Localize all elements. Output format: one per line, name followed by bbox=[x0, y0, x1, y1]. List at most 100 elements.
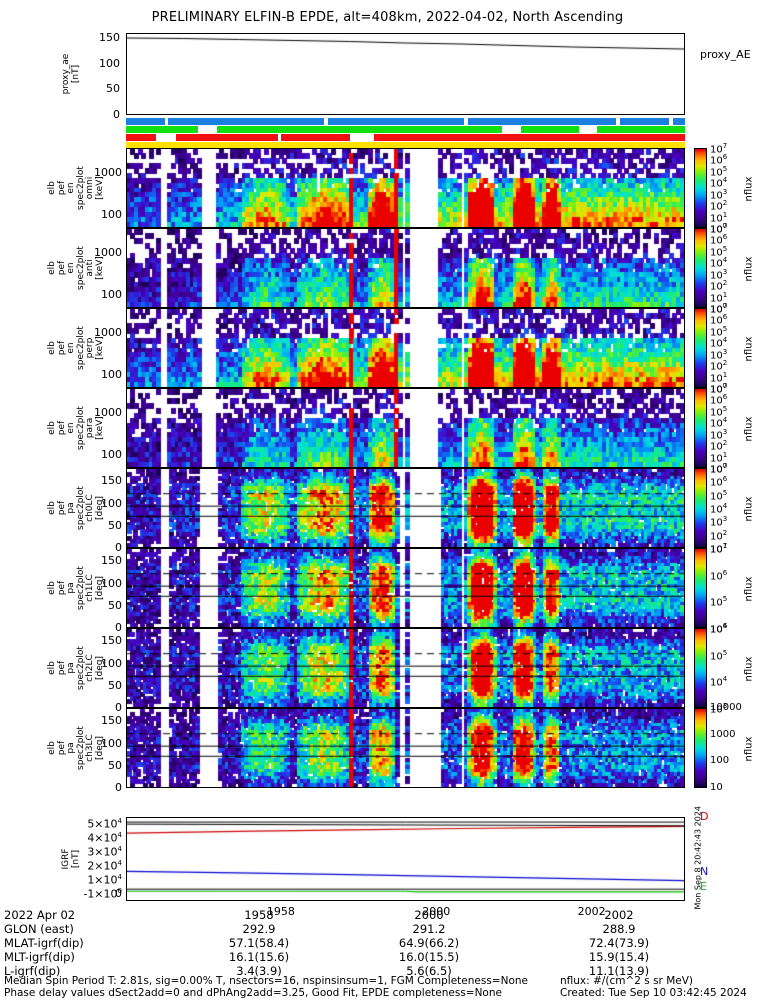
ytick-pa_ch3lc: 0 bbox=[115, 781, 122, 794]
bar-blue bbox=[328, 118, 464, 125]
bottom-info-table: 2022 Apr 02 1958 2000 2002 GLON (east) 292.9 2… bbox=[4, 908, 774, 978]
ytick-en_para: 100 bbox=[101, 448, 122, 462]
colorbar-title-en_para: nflux bbox=[743, 416, 755, 442]
spectrogram-canvas-pa_ch1lc bbox=[127, 549, 684, 627]
panel-pa_ch0lc bbox=[126, 468, 685, 548]
colorbar-ticklabel: 101 bbox=[710, 450, 728, 464]
ytick-en_omni: 100 bbox=[101, 208, 122, 222]
ytick-pa_ch1lc: 100 bbox=[101, 576, 122, 590]
info-row-value: 292.9 bbox=[242, 922, 276, 936]
colorbar-pa_ch3lc bbox=[694, 708, 707, 788]
info-row-value: 5.6(6.5) bbox=[406, 964, 452, 978]
colorbar-title-pa_ch1lc: nflux bbox=[743, 576, 755, 602]
spectrogram-canvas-pa_ch0lc bbox=[127, 469, 684, 547]
info-row-value: 72.4(73.9) bbox=[588, 936, 650, 950]
colorbar-ticklabel: 10 bbox=[710, 782, 723, 793]
colorbar-ticklabel: 100 bbox=[710, 462, 728, 476]
colorbar-ticklabel: 100 bbox=[710, 755, 730, 767]
colorbar-ticklabel: 107 bbox=[710, 222, 728, 236]
footer-right-2: Created: Tue Sep 10 03:42:45 2024 bbox=[560, 987, 747, 999]
colorbar-title-pa_ch0lc: nflux bbox=[743, 496, 755, 522]
info-row: MLT-igrf(dip) 16.1(15.6) 16.0(15.5) 15.9(15… bbox=[4, 950, 774, 964]
ytick-pa_ch0lc: 50 bbox=[108, 518, 122, 532]
colorbar-title-en_anti: nflux bbox=[743, 256, 755, 282]
colorbar-ticklabel: 104 bbox=[710, 416, 728, 430]
info-row-value: 2002 bbox=[604, 908, 634, 922]
spectrogram-canvas-pa_ch2lc bbox=[127, 629, 684, 707]
spectrogram-canvas-pa_ch3lc bbox=[127, 709, 684, 787]
info-row: L-igrf(dip) 3.4(3.9) 5.6(6.5) 11.1(13.9) bbox=[4, 964, 774, 978]
colorbar-gradient bbox=[695, 629, 706, 707]
footer-line-2: Phase delay values dSect2add=0 and dPhAn… bbox=[4, 987, 502, 999]
footer-right-1: nflux: #/(cm^2 s sr MeV) bbox=[560, 975, 693, 987]
proxy-ae-right-label: proxy_AE bbox=[700, 48, 751, 61]
info-row-value: 1958 bbox=[244, 908, 274, 922]
ytick-pa_ch2lc: 100 bbox=[101, 656, 122, 670]
info-row-value: 2000 bbox=[414, 908, 444, 922]
ytick-pa_ch0lc: 0 bbox=[115, 541, 122, 554]
colorbar-pa_ch0lc bbox=[694, 468, 707, 548]
bar-red bbox=[374, 134, 685, 141]
bar-blue bbox=[468, 118, 616, 125]
bar-green bbox=[216, 126, 502, 133]
colorbar-ticklabel: 106 bbox=[710, 393, 728, 407]
colorbar-ticklabel: 107 bbox=[710, 302, 728, 316]
colorbar-gradient bbox=[695, 549, 706, 627]
colorbar-pa_ch2lc bbox=[694, 628, 707, 708]
panel-pa_ch1lc bbox=[126, 548, 685, 628]
info-row-value: 291.2 bbox=[412, 922, 446, 936]
colorbar-ticklabel: 101 bbox=[710, 370, 728, 384]
info-row: MLAT-igrf(dip) 57.1(58.4) 64.9(66.2) 72.4(7… bbox=[4, 936, 774, 950]
panel-pa_ch2lc bbox=[126, 628, 685, 708]
colorbar-ticklabel: 102 bbox=[710, 439, 728, 453]
igrf-e-label: E bbox=[700, 880, 707, 893]
colorbar-ticklabel: 100 bbox=[710, 382, 728, 396]
colorbar-ticklabel: 103 bbox=[710, 515, 728, 529]
info-row-value: 288.9 bbox=[602, 922, 636, 936]
colorbar-ticklabel: 104 bbox=[710, 336, 728, 350]
ytick-en_omni: 1000 bbox=[94, 166, 122, 180]
ytick-pa_ch3lc: 100 bbox=[101, 736, 122, 750]
colorbar-ticklabel: 105 bbox=[710, 648, 728, 662]
colorbar-title-en_perp: nflux bbox=[743, 336, 755, 362]
ytick-pa_ch1lc: 0 bbox=[115, 621, 122, 634]
colorbar-ticklabel: 103 bbox=[710, 267, 728, 282]
spectrogram-canvas-en_anti bbox=[127, 229, 684, 307]
colorbar-pa_ch1lc bbox=[694, 548, 707, 628]
xtick-label: 2000 bbox=[422, 905, 451, 918]
info-row-value: 3.4(3.9) bbox=[236, 964, 282, 978]
ytick-en_perp: 1000 bbox=[94, 326, 122, 340]
colorbar-ticklabel: 105 bbox=[710, 244, 728, 259]
colorbar-ticklabel: 105 bbox=[710, 164, 728, 179]
ytick-pa_ch3lc: 50 bbox=[108, 758, 122, 772]
ytick-pa_ch2lc: 150 bbox=[101, 634, 122, 648]
colorbar-gradient bbox=[695, 309, 706, 387]
colorbar-ticklabel: 107 bbox=[710, 142, 728, 156]
colorbar-gradient bbox=[695, 389, 706, 467]
ytick-pa_ch0lc: 100 bbox=[101, 496, 122, 510]
ytick-en_anti: 1000 bbox=[94, 246, 122, 260]
xtick-label: 2002 bbox=[577, 905, 606, 918]
colorbar-gradient bbox=[695, 709, 706, 787]
igrf-n-label: N bbox=[700, 865, 709, 878]
colorbar-ticklabel: 107 bbox=[710, 542, 728, 556]
ytick-igrf: 3×104 bbox=[87, 845, 122, 859]
ytick-igrf: 4×104 bbox=[87, 831, 122, 845]
colorbar-ticklabel: 104 bbox=[710, 675, 728, 689]
colorbar-ticklabel: 103 bbox=[710, 702, 728, 716]
colorbar-ticklabel: 102 bbox=[710, 199, 728, 213]
created-vertical-label: Mon Sep 8 20:42:43 2024 bbox=[693, 806, 703, 910]
colorbar-title-pa_ch2lc: nflux bbox=[743, 656, 755, 682]
info-row-value: 64.9(66.2) bbox=[398, 936, 460, 950]
bar-blue bbox=[126, 118, 165, 125]
bar-green bbox=[126, 126, 198, 133]
colorbar-ticklabel: 103 bbox=[710, 347, 728, 362]
bar-red bbox=[175, 134, 279, 141]
colorbar-ticklabel: 101 bbox=[710, 210, 728, 224]
colorbar-ticklabel: 106 bbox=[710, 153, 728, 167]
spectrogram-canvas-en_omni bbox=[127, 149, 684, 227]
panel-en_anti bbox=[126, 228, 685, 308]
info-row-value: 16.0(15.5) bbox=[398, 950, 460, 964]
colorbar-ticklabel: 106 bbox=[710, 622, 728, 636]
ytick-proxy-ae: 50 bbox=[106, 82, 120, 96]
